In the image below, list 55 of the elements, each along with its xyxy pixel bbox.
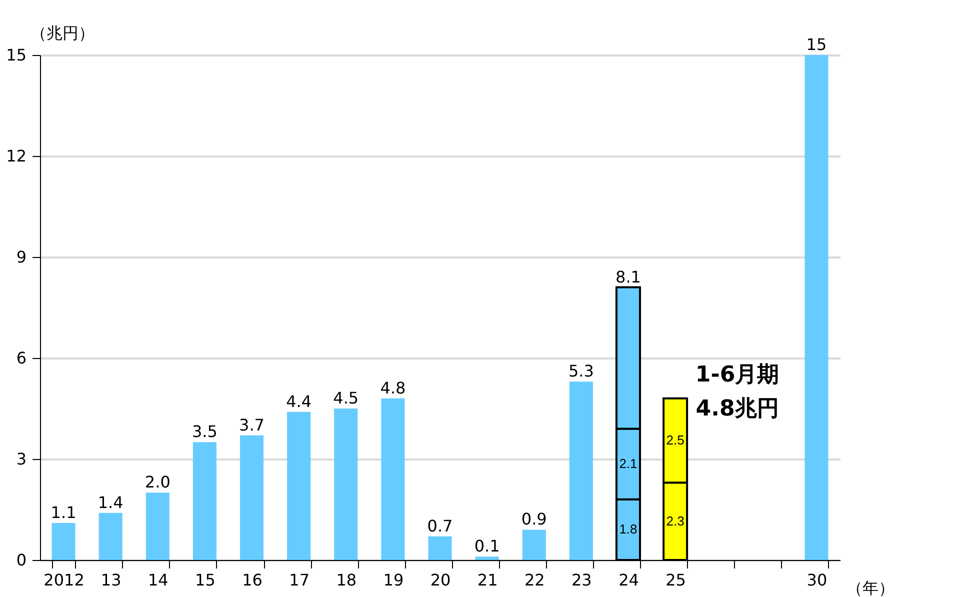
bar bbox=[146, 492, 170, 560]
x-tick-label: 20 bbox=[430, 570, 451, 590]
data-label: 0.7 bbox=[427, 516, 453, 536]
y-tick-label: 12 bbox=[6, 146, 26, 166]
x-tick-label: 24 bbox=[618, 570, 639, 590]
bar bbox=[569, 382, 593, 560]
data-label: 1.4 bbox=[98, 492, 124, 512]
data-label: 0.9 bbox=[521, 510, 547, 529]
x-tick-label: 14 bbox=[148, 570, 168, 590]
y-tick-label: 0 bbox=[16, 550, 26, 570]
x-tick-label: 18 bbox=[336, 570, 357, 590]
x-tick-label: 30 bbox=[806, 570, 828, 590]
y-axis-title: （兆円） bbox=[30, 24, 94, 42]
data-label: 2.5 bbox=[666, 432, 684, 448]
y-tick-label: 6 bbox=[16, 348, 26, 368]
data-label: 4.4 bbox=[286, 392, 312, 411]
bar bbox=[240, 435, 264, 560]
y-tick-label: 3 bbox=[16, 450, 26, 468]
x-tick-label: 16 bbox=[242, 570, 262, 590]
data-label: 2.0 bbox=[144, 472, 170, 492]
bar bbox=[287, 412, 311, 560]
y-tick-label: 9 bbox=[16, 248, 26, 266]
bar bbox=[192, 442, 216, 560]
x-tick-label: 2012 bbox=[44, 570, 84, 590]
x-axis-title: （年） bbox=[846, 578, 894, 597]
x-tick-label: 23 bbox=[571, 570, 592, 590]
bar bbox=[804, 55, 828, 560]
data-label: 2.1 bbox=[619, 456, 638, 472]
bar bbox=[381, 398, 405, 560]
x-tick-label: 15 bbox=[195, 570, 216, 590]
x-tick-label: 22 bbox=[524, 570, 545, 590]
x-tick-label: 17 bbox=[289, 570, 310, 590]
bar bbox=[428, 536, 452, 560]
bar bbox=[475, 556, 499, 560]
data-label: 15 bbox=[806, 35, 827, 54]
bar bbox=[52, 522, 76, 560]
x-tick-label: 13 bbox=[100, 570, 122, 590]
y-tick-label: 15 bbox=[6, 46, 26, 64]
bar bbox=[98, 512, 122, 560]
data-label: 3.7 bbox=[239, 415, 264, 434]
data-label: 1.1 bbox=[50, 502, 76, 522]
x-tick-label: 19 bbox=[383, 570, 404, 590]
total-label: 8.1 bbox=[616, 267, 641, 286]
bar bbox=[334, 408, 358, 560]
x-tick-label: 25 bbox=[666, 570, 686, 590]
data-label: 2.3 bbox=[666, 513, 684, 528]
annotation: 1-6月期 4.8兆円 bbox=[695, 362, 780, 422]
data-label: 1.8 bbox=[619, 522, 638, 537]
x-tick-label: 21 bbox=[477, 570, 498, 590]
data-label: 3.5 bbox=[192, 422, 218, 442]
data-label: 4.8 bbox=[380, 378, 406, 398]
data-label: 4.5 bbox=[333, 388, 359, 408]
data-label: 5.3 bbox=[568, 362, 594, 381]
bar bbox=[522, 530, 546, 560]
data-label: 0.1 bbox=[474, 536, 500, 556]
